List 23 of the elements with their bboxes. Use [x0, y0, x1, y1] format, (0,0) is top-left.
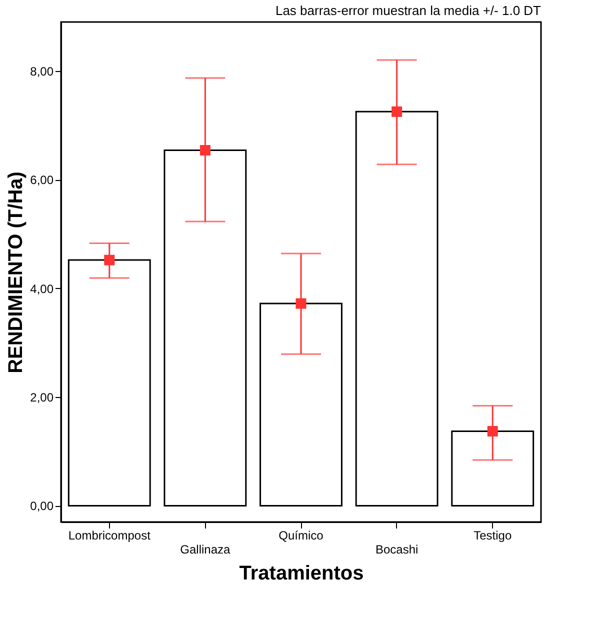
x-tick-label: Lombricompost [68, 528, 152, 542]
point [104, 254, 115, 266]
y-tick-label: 0,00 [30, 499, 54, 514]
y-tick-label: 8,00 [30, 64, 54, 78]
point [200, 145, 210, 156]
y-tick-label: 4,00 [30, 282, 54, 296]
bar [68, 259, 151, 506]
bar [164, 150, 247, 506]
bar [355, 110, 438, 506]
point [392, 106, 402, 117]
bar [260, 302, 342, 506]
point [296, 298, 306, 309]
x-tick-label: Bocashi [375, 542, 418, 556]
y-tick-label: 6,00 [30, 173, 54, 188]
point [487, 426, 498, 436]
x-tick-label: Químico [278, 528, 324, 542]
y-axis-title: RENDIMIENTO (T/Ha) [5, 172, 28, 374]
chart-title: Las barras-error muestran la media +/- 1.0 DT [275, 3, 542, 18]
x-tick-label: Testigo [474, 528, 512, 542]
bar [451, 430, 534, 506]
x-axis-title: Tratamientos [239, 562, 364, 584]
x-tick-label: Gallinaza [180, 542, 231, 556]
y-tick-label: 2,00 [30, 390, 54, 404]
